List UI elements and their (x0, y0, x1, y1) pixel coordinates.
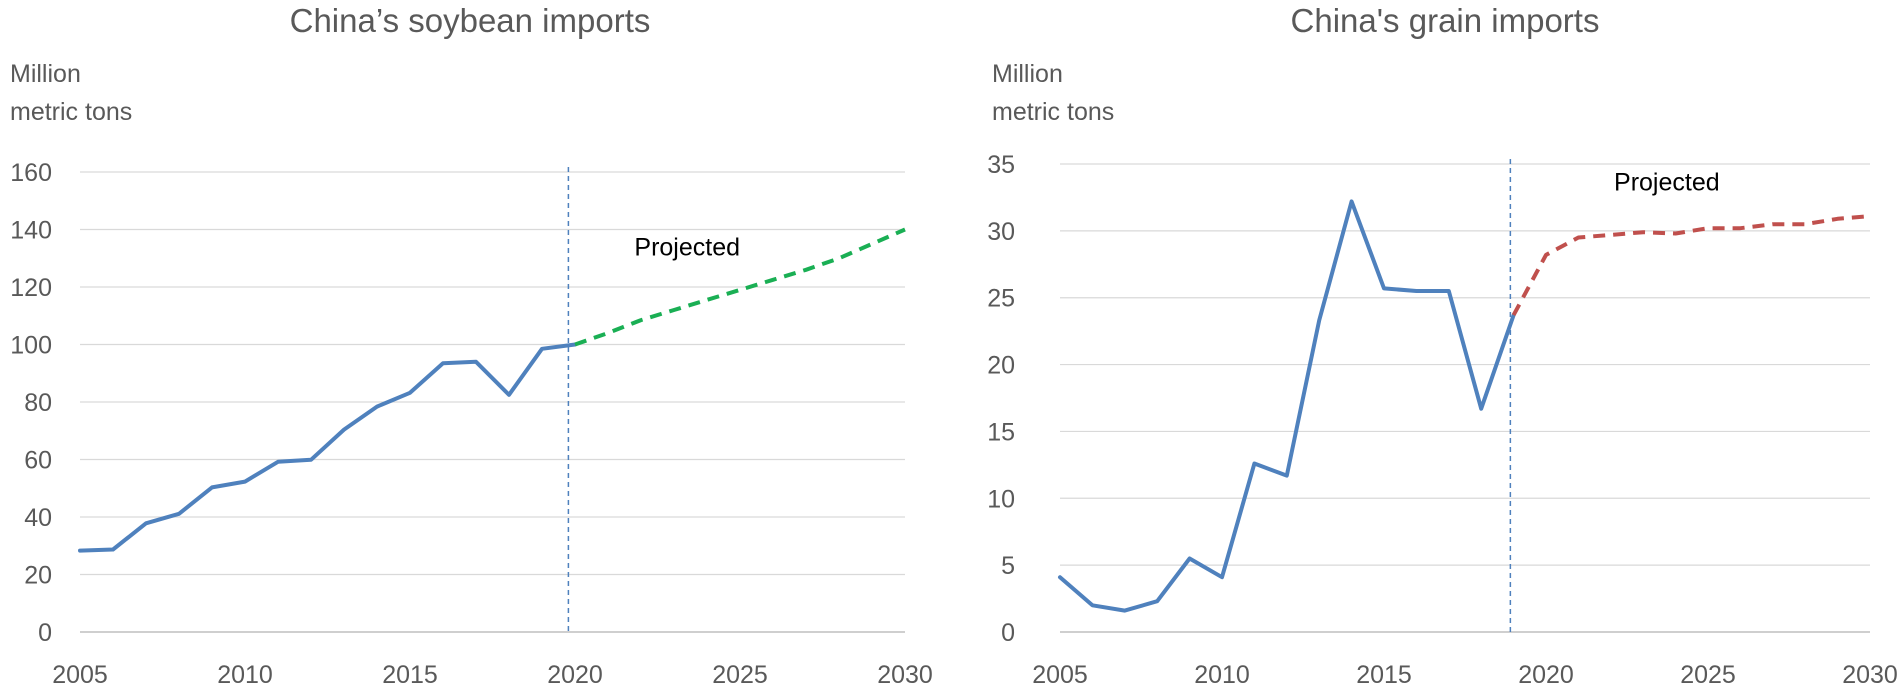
y-tick-label: 0 (38, 619, 52, 647)
y-tick-label: 25 (987, 285, 1015, 313)
y-tick-label: 20 (987, 352, 1015, 380)
x-tick-label: 2025 (712, 661, 768, 689)
y-tick-label: 35 (987, 151, 1015, 179)
x-tick-label: 2010 (1194, 661, 1250, 689)
grain-chart-panel: China's grain imports Million metric ton… (980, 0, 1902, 690)
historical-series-line (1058, 199, 1516, 613)
y-tick-label: 100 (10, 332, 52, 360)
x-tick-label: 2020 (547, 661, 603, 689)
projected-annotation: Projected (634, 233, 740, 261)
y-tick-label: 20 (24, 562, 52, 590)
x-tick-label: 2025 (1680, 661, 1736, 689)
y-axis-unit-line1: Million (10, 60, 81, 88)
y-axis-unit-line1: Million (992, 60, 1063, 88)
soybean-chart-panel: China’s soybean imports Million metric t… (0, 0, 950, 690)
y-tick-label: 0 (1001, 619, 1015, 647)
x-tick-label: 2015 (382, 661, 438, 689)
y-tick-label: 60 (24, 447, 52, 475)
soybean-imports-chart: 0 20 40 60 80 100 120 140 160 2005 2010 2015 2020 202… (10, 159, 933, 689)
x-tick-label: 2030 (1842, 661, 1898, 689)
y-tick-label: 5 (1001, 552, 1015, 580)
y-tick-label: 160 (10, 159, 52, 187)
y-tick-label: 80 (24, 389, 52, 417)
y-tick-label: 30 (987, 218, 1015, 246)
projected-series-line (574, 227, 906, 347)
projected-annotation: Projected (1614, 169, 1720, 197)
y-tick-label: 10 (987, 485, 1015, 513)
y-axis-unit-line2: metric tons (10, 98, 133, 126)
y-axis-unit-line2: metric tons (992, 98, 1115, 126)
y-tick-label: 15 (987, 418, 1015, 446)
x-tick-label: 2020 (1518, 661, 1574, 689)
x-tick-label: 2030 (877, 661, 933, 689)
x-tick-label: 2005 (1032, 661, 1088, 689)
y-tick-label: 140 (10, 217, 52, 245)
chart-title: China's grain imports (1290, 2, 1600, 39)
chart-title: China’s soybean imports (289, 2, 651, 39)
y-tick-label: 120 (10, 274, 52, 302)
y-tick-label: 40 (24, 504, 52, 532)
x-tick-label: 2010 (217, 661, 273, 689)
x-tick-label: 2015 (1356, 661, 1412, 689)
historical-series-line (78, 342, 577, 553)
x-tick-label: 2005 (52, 661, 108, 689)
